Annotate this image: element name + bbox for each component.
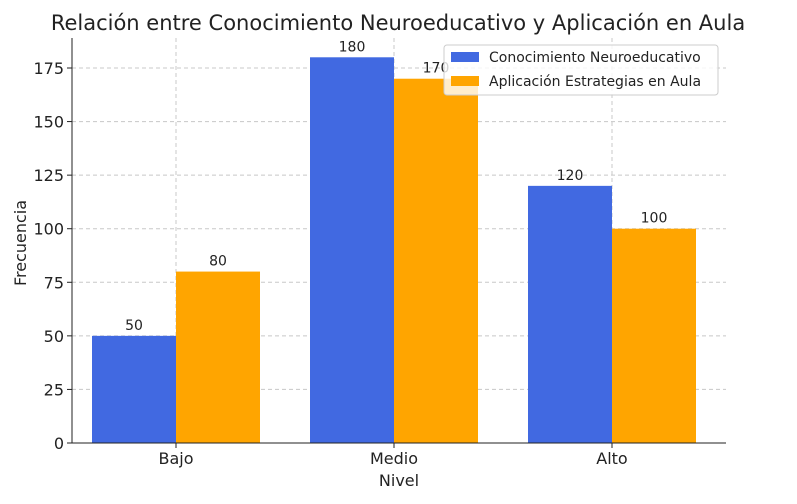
legend: Conocimiento Neuroeducativo Aplicación E…: [443, 44, 719, 96]
bar: [612, 228, 696, 443]
y-axis-label: Frecuencia: [11, 200, 30, 286]
y-tick-label: 150: [33, 113, 64, 132]
y-tick-label: 25: [44, 380, 64, 399]
x-axis-label: Nivel: [379, 471, 419, 490]
y-tick-label: 100: [33, 220, 64, 239]
data-label: 180: [339, 39, 366, 55]
bar: [394, 78, 478, 443]
axes: 0 25 50 75 100 125 150 175 Bajo Medio Alto: [33, 38, 726, 468]
data-label: 50: [125, 318, 143, 334]
legend-swatch-aplicacion: [451, 76, 479, 86]
data-label: 100: [641, 211, 668, 227]
x-tick-label: Medio: [370, 449, 418, 468]
bar: [176, 271, 260, 443]
legend-label-conocimiento: Conocimiento Neuroeducativo: [489, 50, 701, 66]
bar: [528, 185, 612, 443]
y-tick-label: 175: [33, 59, 64, 78]
y-tick-label: 75: [44, 273, 64, 292]
chart-title: Relación entre Conocimiento Neuroeducati…: [51, 11, 745, 35]
bars: 50 180 120 80 170 100: [92, 39, 696, 444]
data-label: 120: [557, 168, 584, 184]
x-tick-label: Bajo: [158, 449, 193, 468]
legend-box: [443, 44, 719, 96]
legend-swatch-conocimiento: [451, 52, 479, 62]
legend-label-aplicacion: Aplicación Estrategias en Aula: [489, 74, 701, 90]
x-tick-label: Alto: [596, 449, 627, 468]
data-label: 170: [423, 61, 450, 77]
data-label: 80: [209, 254, 227, 270]
y-tick-label: 50: [44, 327, 64, 346]
bar: [310, 57, 394, 444]
y-tick-label: 0: [54, 434, 64, 453]
y-tick-label: 125: [33, 166, 64, 185]
bar: [92, 335, 176, 443]
